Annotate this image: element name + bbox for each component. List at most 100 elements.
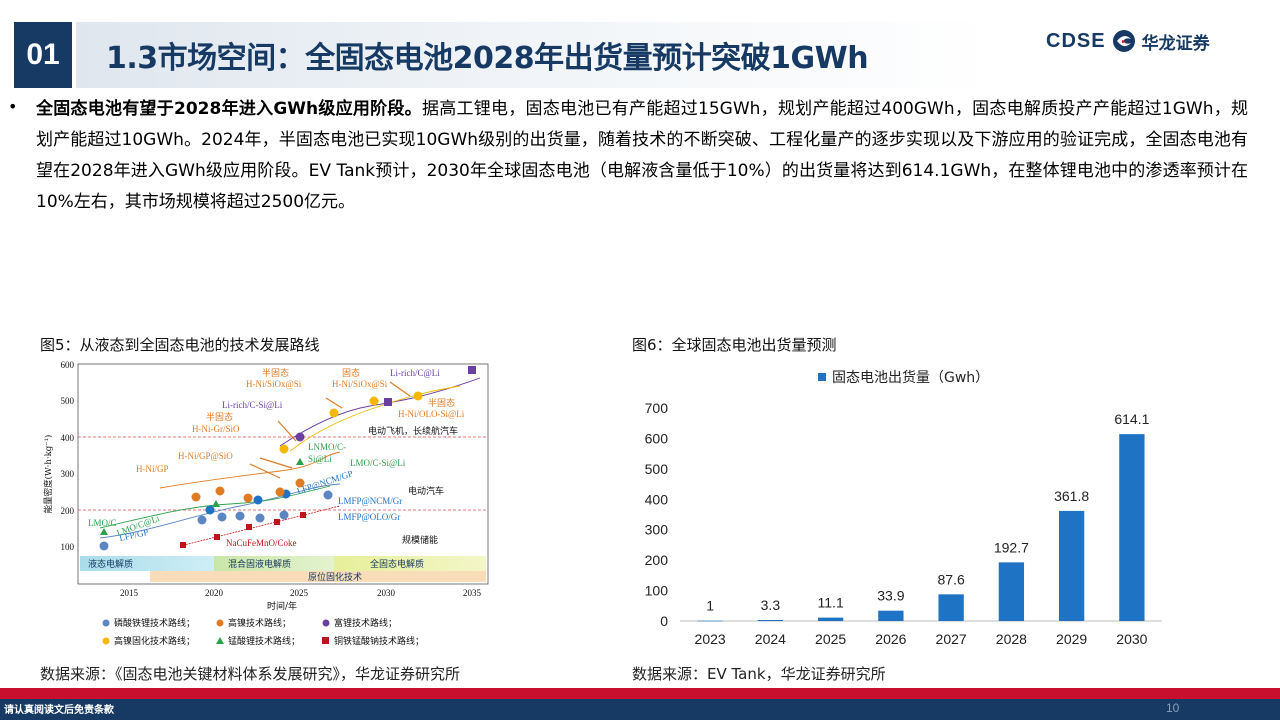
route-label: Si@Li — [308, 454, 332, 464]
bar-value-label: 361.8 — [1054, 488, 1089, 504]
sodium-trend-curve — [179, 505, 341, 547]
x-tick-label: 2029 — [1056, 631, 1087, 647]
lfp-point — [217, 512, 227, 522]
legend-label: 铜铁锰酸钠技术路线； — [334, 635, 424, 647]
solidified-point — [329, 408, 339, 418]
ni-point — [191, 492, 201, 502]
route-label: LMFP@OLO/Gr — [338, 512, 400, 522]
bar-value-label: 33.9 — [877, 588, 904, 604]
x-tick-label: 2026 — [875, 631, 906, 647]
stage-band-solid — [334, 556, 486, 571]
x-tick-label: 2024 — [755, 631, 786, 647]
y-tick-label: 600 — [645, 430, 669, 446]
route-label: LMO/C — [88, 518, 117, 528]
bar-2024 — [757, 619, 784, 621]
route-label: NaCuFeMnO/Coke — [226, 538, 297, 548]
bar-2026 — [878, 610, 904, 621]
ni-point — [295, 478, 305, 488]
x-tick-label: 2023 — [695, 631, 726, 647]
rich-point — [295, 432, 305, 442]
ni-point — [215, 486, 225, 496]
header-band — [76, 22, 990, 88]
route-label: Li-rich/C@Li — [390, 368, 440, 378]
legend-label: 磷酸铁锂技术路线； — [114, 617, 195, 629]
bar-value-label: 614.1 — [1114, 411, 1149, 427]
bar-2025 — [817, 617, 844, 621]
bar-value-label: 87.6 — [938, 571, 965, 587]
legend-marker — [322, 619, 330, 627]
roadmap-xlabel: 时间/年 — [267, 600, 297, 612]
section-number: 01 — [14, 22, 72, 88]
application-label: 规模储能 — [402, 534, 438, 546]
roadmap-xtick: 2015 — [120, 588, 139, 598]
roadmap-ylabel: 能量密度(W·h·kg⁻¹) — [43, 435, 54, 514]
bar-2029 — [1058, 510, 1085, 621]
legend-marker — [102, 637, 110, 645]
rich-trend-curve — [279, 377, 481, 447]
route-label: LNMO/C- — [308, 442, 346, 452]
legend-swatch — [818, 373, 826, 381]
sodium-point — [300, 512, 306, 518]
bar-value-label: 3.3 — [761, 597, 781, 613]
roadmap-ytick: 300 — [61, 469, 75, 479]
lfp-point — [323, 490, 333, 500]
arrow-mark — [259, 457, 293, 469]
route-label: H-Ni/GP — [136, 464, 169, 474]
stage-band-liquid — [80, 556, 214, 571]
x-tick-label: 2030 — [1116, 631, 1147, 647]
solidified-trend-curve — [289, 385, 461, 452]
route-label: H-Ni-Gr/SiO — [192, 424, 240, 434]
bullet-marker: • — [8, 97, 18, 116]
lfp-point — [255, 513, 265, 523]
roadmap-xtick: 2030 — [377, 588, 396, 598]
chart-legend-label: 固态电池出货量（Gwh） — [832, 369, 989, 386]
y-tick-label: 500 — [645, 461, 669, 477]
route-label: 半固态 — [262, 367, 289, 378]
ni-point — [275, 487, 285, 497]
footer-accent-bar — [0, 688, 1280, 699]
route-label: H-Ni/GP@SiO — [178, 451, 233, 461]
lfp-point — [205, 505, 215, 515]
summary-body: 据高工锂电，固态电池已有产能超过15GWh，规划产能超过400GWh，固态电解质… — [36, 99, 1249, 212]
dragon-logo-icon — [1112, 30, 1135, 52]
rich-point — [468, 366, 476, 374]
stage-band-insitu — [150, 571, 486, 582]
route-label: Li-rich/C-Si@Li — [222, 400, 283, 410]
route-label: 半固态 — [206, 411, 233, 422]
arrow-mark — [277, 420, 297, 442]
x-tick-label: 2027 — [936, 631, 967, 647]
roadmap-ytick: 400 — [61, 433, 75, 443]
lfp-point — [253, 495, 263, 505]
bar-value-label: 192.7 — [994, 539, 1029, 555]
tech-roadmap-figure: 100 200 300 400 500 600 能量密度(W·h·kg⁻¹) 2… — [43, 360, 489, 647]
route-label: H-Ni/SiOx@Si — [332, 379, 388, 389]
legend-marker — [102, 619, 110, 627]
figure5-source: 数据来源：《固态电池关键材料体系发展研究》，华龙证券研究所 — [40, 665, 461, 683]
bar-value-label: 11.1 — [818, 595, 844, 611]
page-number: 10 — [1166, 701, 1180, 715]
stage-band-hybrid — [214, 556, 334, 571]
solidified-point — [413, 391, 423, 401]
application-label: 电动汽车 — [408, 485, 444, 497]
route-label: 固态 — [342, 367, 360, 378]
legend-label: 高镍固化技术路线； — [114, 635, 195, 647]
y-tick-label: 300 — [645, 522, 669, 538]
stage-label-hybrid: 混合固液电解质 — [228, 558, 291, 570]
figure5-caption: 图5：从液态到全固态电池的技术发展路线 — [40, 336, 320, 354]
page-title: 1.3市场空间：全固态电池2028年出货量预计突破1GWh — [106, 41, 869, 76]
roadmap-plot-frame — [77, 363, 489, 585]
route-label: 半固态 — [428, 397, 455, 408]
roadmap-ytick: 500 — [61, 396, 75, 406]
bar-2030 — [1119, 434, 1145, 621]
solidified-point — [369, 396, 379, 406]
rich-point — [384, 398, 392, 406]
arrow-mark — [325, 397, 343, 409]
y-tick-label: 400 — [645, 491, 669, 507]
lfp-point — [99, 541, 109, 551]
lfp-trend-curve — [99, 483, 341, 539]
roadmap-xtick: 2035 — [463, 588, 482, 598]
ni-trend-curve — [159, 451, 341, 489]
x-tick-label: 2028 — [996, 631, 1027, 647]
lfp-point — [235, 511, 245, 521]
application-label: 电动飞机，长续航汽车 — [368, 425, 458, 437]
